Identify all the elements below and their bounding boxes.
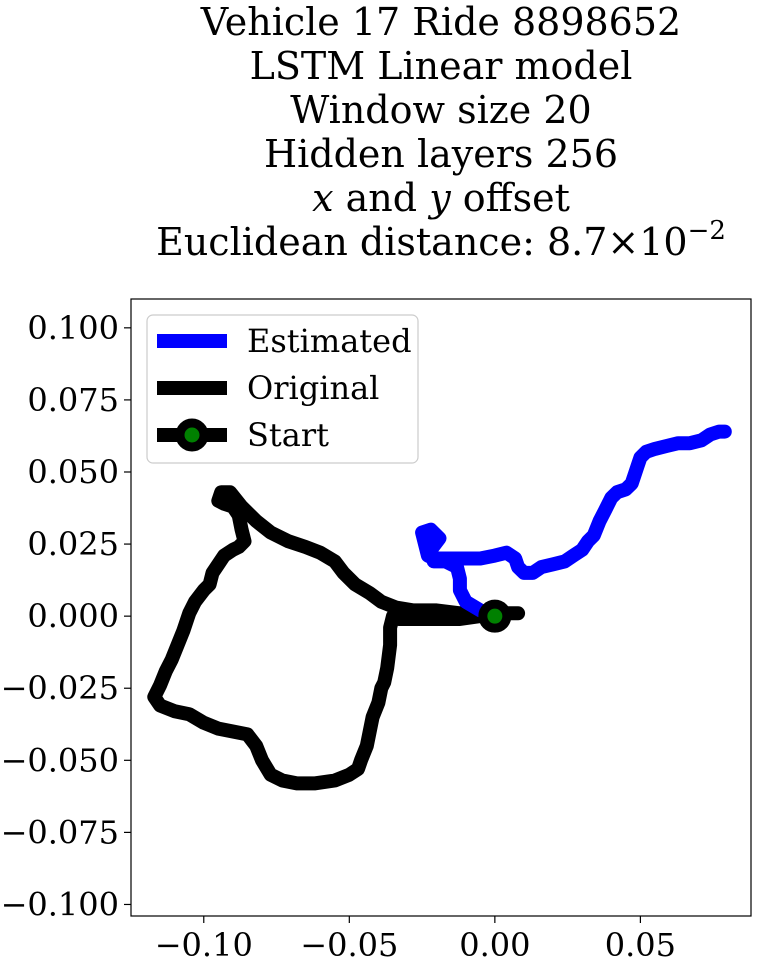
title-line-distance: Euclidean distance: 8.7×10−2 (0, 218, 759, 264)
legend-box (146, 314, 419, 464)
axis-ticks: −0.10 −0.05 0.00 0.05 0.100 0.075 0.050 0.025 0.… (1, 309, 676, 962)
x-tick-label: −0.10 (155, 926, 253, 962)
y-tick-label: −0.025 (1, 669, 119, 707)
y-tick-label: −0.050 (1, 741, 119, 779)
series-line-estimated (415, 424, 732, 624)
y-tick-label: 0.100 (27, 309, 119, 347)
legend-label-start: Start (247, 416, 329, 454)
y-tick-label: 0.050 (27, 453, 119, 491)
title-line-vehicle-ride: Vehicle 17 Ride 8898652 (200, 0, 682, 44)
x-tick-label: 0.05 (605, 926, 676, 962)
series-line-original (147, 485, 526, 791)
legend: Estimated Original Start (146, 314, 419, 464)
title-distance-value: Euclidean distance: 8.7×10 (156, 220, 688, 264)
series-group (147, 424, 732, 791)
start-marker (478, 599, 512, 633)
y-tick-label: −0.075 (1, 813, 119, 851)
y-tick-label: −0.100 (1, 885, 119, 923)
y-tick-label: 0.000 (27, 597, 119, 635)
legend-start-marker (175, 418, 209, 452)
title-line-hidden-layers: Hidden layers 256 (263, 132, 619, 176)
title-distance-exponent: −2 (687, 216, 726, 246)
y-tick-label: 0.025 (27, 525, 119, 563)
y-tick-label: 0.075 (27, 381, 119, 419)
x-tick-label: 0.00 (459, 926, 530, 962)
title-and: and (333, 176, 430, 220)
title-line-window-size: Window size 20 (290, 88, 592, 132)
x-tick-label: −0.05 (300, 926, 398, 962)
title-offset-word: offset (450, 176, 570, 220)
title-x-var: x (312, 176, 334, 220)
title-line-offset: x and y offset (0, 176, 759, 220)
chart-title: Vehicle 17 Ride 8898652 LSTM Linear mode… (0, 0, 759, 264)
title-y-var: y (429, 176, 451, 220)
plot-area (147, 424, 732, 791)
title-line-model: LSTM Linear model (249, 44, 633, 88)
axes-frame (130, 298, 752, 917)
legend-label-estimated: Estimated (247, 322, 412, 360)
legend-label-original: Original (247, 369, 379, 407)
